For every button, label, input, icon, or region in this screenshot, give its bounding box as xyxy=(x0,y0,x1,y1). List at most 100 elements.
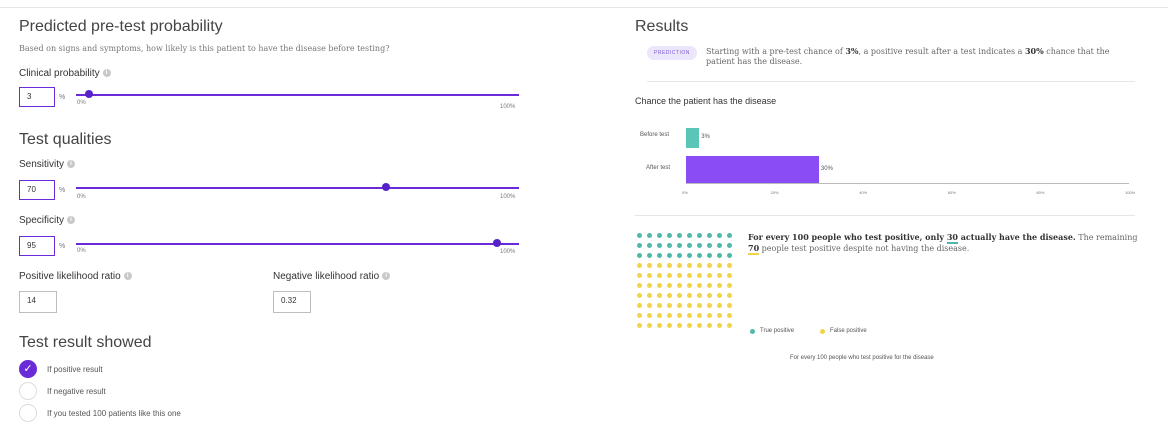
true-positive-dot xyxy=(727,253,732,258)
false-positive-dot xyxy=(697,283,702,288)
false-positive-dot xyxy=(717,323,722,328)
true-positive-dot xyxy=(697,233,702,238)
false-positive-dot xyxy=(657,263,662,268)
false-positive-dot xyxy=(687,313,692,318)
true-positive-dot xyxy=(647,233,652,238)
slider-min-label: 0% xyxy=(77,194,86,200)
false-positive-dot xyxy=(717,313,722,318)
radio-positive-label[interactable]: If positive result xyxy=(47,365,103,374)
false-positive-dot xyxy=(647,323,652,328)
false-positive-dot xyxy=(647,313,652,318)
pretest-value: 3% xyxy=(845,46,859,56)
sentence-part: chance that the patient has the disease. xyxy=(706,47,1110,66)
radio-negative-result[interactable] xyxy=(19,382,37,400)
sensitivity-slider-thumb[interactable] xyxy=(382,183,391,191)
true-positive-dot xyxy=(657,253,662,258)
false-positive-dot xyxy=(707,293,712,298)
info-icon[interactable]: i xyxy=(382,272,391,281)
radio-positive-result[interactable]: ✓ xyxy=(19,360,37,378)
info-icon[interactable]: i xyxy=(67,160,76,169)
sensitivity-unit: % xyxy=(59,187,66,194)
false-positive-dot xyxy=(667,303,672,308)
false-positive-dot xyxy=(697,273,702,278)
false-positive-dot xyxy=(677,263,682,268)
true-positive-dot xyxy=(677,233,682,238)
false-positive-dot xyxy=(687,293,692,298)
slider-min-label: 0% xyxy=(77,248,86,254)
false-positive-dot xyxy=(667,273,672,278)
true-positive-dot xyxy=(707,233,712,238)
info-icon[interactable]: i xyxy=(123,272,132,281)
x-tick-label: 20% xyxy=(770,190,779,195)
nlr-text: Negative likelihood ratio xyxy=(273,271,380,282)
false-positive-dot xyxy=(687,273,692,278)
false-positive-dot xyxy=(707,283,712,288)
test-result-title: Test result showed xyxy=(19,334,152,351)
false-positive-dot xyxy=(687,263,692,268)
sensitivity-input[interactable]: 70 xyxy=(19,180,55,200)
top-divider xyxy=(0,7,1168,8)
false-positive-dot xyxy=(717,283,722,288)
sentence-part: , a positive result after a test indicat… xyxy=(858,47,1025,56)
results-divider xyxy=(647,81,1135,82)
false-positive-dot xyxy=(667,283,672,288)
pretest-title: Predicted pre-test probability xyxy=(19,18,223,35)
radio-100-patients[interactable] xyxy=(19,404,37,422)
slider-max-label: 100% xyxy=(500,104,516,110)
radio-100-patients-label[interactable]: If you tested 100 patients like this one xyxy=(47,409,181,418)
true-positive-dot xyxy=(697,243,702,248)
false-positive-dot xyxy=(697,303,702,308)
x-tick-label: 40% xyxy=(859,190,868,195)
clinical-probability-unit: % xyxy=(59,94,66,101)
specificity-slider-thumb[interactable] xyxy=(492,239,501,247)
false-positive-dot xyxy=(657,273,662,278)
bar-before-test xyxy=(686,128,700,148)
x-tick-label: 100% xyxy=(1125,190,1136,195)
x-tick-label: 60% xyxy=(947,190,956,195)
true-positive-dot xyxy=(667,233,672,238)
false-positive-legend: False positive xyxy=(830,328,867,334)
sensitivity-label: Sensitivity i xyxy=(19,159,76,170)
info-icon[interactable]: i xyxy=(102,69,111,78)
test-qualities-title: Test qualities xyxy=(19,131,112,148)
false-positive-dot xyxy=(647,293,652,298)
icon-array-caption: For every 100 people who test positive f… xyxy=(790,355,934,361)
false-positive-dot xyxy=(657,313,662,318)
nlr-label: Negative likelihood ratio i xyxy=(273,271,391,282)
sensitivity-slider-track[interactable] xyxy=(76,187,519,189)
specificity-unit: % xyxy=(59,243,66,250)
clinical-probability-input[interactable]: 3 xyxy=(19,87,55,107)
info-icon[interactable]: i xyxy=(67,216,76,225)
false-positive-dot xyxy=(657,283,662,288)
true-positive-dot xyxy=(717,243,722,248)
true-positive-dot xyxy=(667,243,672,248)
nlr-value-box: 0.32 xyxy=(273,291,311,313)
false-positive-dot xyxy=(707,273,712,278)
false-positive-dot xyxy=(657,323,662,328)
radio-negative-label[interactable]: If negative result xyxy=(47,387,106,396)
false-positive-dot xyxy=(727,293,732,298)
false-positive-dot xyxy=(717,273,722,278)
true-positive-count: 30 xyxy=(946,232,958,244)
specificity-input[interactable]: 95 xyxy=(19,236,55,256)
bar-category-label: Before test xyxy=(640,132,670,138)
true-positive-dot xyxy=(647,243,652,248)
false-positive-dot xyxy=(637,313,642,318)
false-positive-dot xyxy=(727,263,732,268)
clinical-probability-slider-track[interactable] xyxy=(76,94,519,96)
false-positive-dot xyxy=(667,323,672,328)
specificity-slider-track[interactable] xyxy=(76,243,519,245)
false-positive-dot xyxy=(657,293,662,298)
true-positive-dot xyxy=(657,233,662,238)
false-positive-dot xyxy=(667,313,672,318)
sentence-part: people test positive despite not having … xyxy=(759,244,970,253)
icon-array xyxy=(637,233,741,337)
chart-divider xyxy=(635,215,1135,216)
false-positive-dot xyxy=(677,273,682,278)
true-positive-dot xyxy=(657,243,662,248)
x-axis-line xyxy=(686,183,1129,184)
clinical-probability-label: Clinical probability i xyxy=(19,68,111,79)
false-positive-dot xyxy=(677,293,682,298)
clinical-probability-slider-thumb[interactable] xyxy=(85,90,94,98)
false-positive-dot xyxy=(637,273,642,278)
